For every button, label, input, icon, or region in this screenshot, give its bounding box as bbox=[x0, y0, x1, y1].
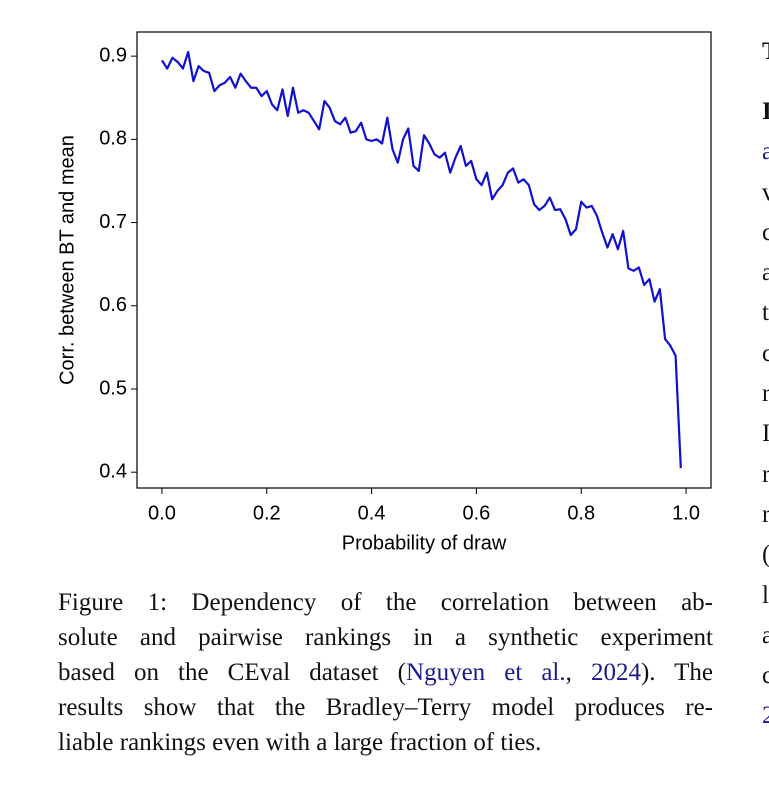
x-axis-label: Probability of draw bbox=[342, 532, 507, 554]
caption-line: solute and pairwise rankings in a synthe… bbox=[58, 624, 713, 651]
cut-off-text: r bbox=[762, 380, 769, 408]
cut-off-text: c bbox=[762, 218, 769, 246]
cut-off-text: t bbox=[762, 299, 769, 327]
cut-off-text: a bbox=[762, 138, 769, 166]
caption-line: Figure 1: Dependency of the correlation … bbox=[58, 589, 713, 616]
y-tick-label: 0.9 bbox=[99, 44, 127, 66]
caption-line: based on the CEval dataset (Nguyen et al… bbox=[58, 655, 713, 690]
cut-off-text: v bbox=[762, 178, 769, 206]
cut-off-text: I bbox=[762, 98, 769, 125]
x-tick-label: 0.6 bbox=[463, 502, 491, 524]
x-tick-label: 1.0 bbox=[672, 502, 700, 524]
cut-off-text: 2 bbox=[762, 702, 769, 730]
caption-text: ). The bbox=[640, 659, 714, 686]
x-tick-label: 0.4 bbox=[358, 502, 386, 524]
caption-line: liable rankings even with a large fracti… bbox=[58, 729, 542, 756]
cut-off-text: a bbox=[762, 621, 769, 649]
x-tick-label: 0.2 bbox=[253, 502, 281, 524]
cut-off-text: I bbox=[762, 420, 769, 448]
y-tick-label: 0.5 bbox=[99, 377, 127, 399]
citation-link: Nguyen et al. bbox=[406, 659, 566, 686]
y-tick-label: 0.7 bbox=[99, 211, 127, 233]
y-axis-label: Corr. between BT and mean bbox=[56, 135, 78, 385]
x-tick-label: 0.8 bbox=[567, 502, 595, 524]
y-tick-label: 0.8 bbox=[99, 128, 127, 150]
caption-line: results show that the Bradley–Terry mode… bbox=[58, 694, 713, 721]
cut-off-text: a bbox=[762, 259, 769, 287]
cut-off-text: r bbox=[762, 460, 769, 488]
cut-off-text: r bbox=[762, 500, 769, 528]
y-tick-label: 0.4 bbox=[99, 460, 127, 482]
caption-text: based on the CEval dataset ( bbox=[58, 659, 407, 686]
cut-off-text: c bbox=[762, 339, 769, 367]
cut-off-text: T bbox=[762, 36, 769, 96]
x-tick-label: 0.0 bbox=[148, 502, 176, 524]
y-tick-label: 0.6 bbox=[99, 294, 127, 316]
chart: Probability of draw Corr. between BT and… bbox=[56, 31, 712, 554]
cut-off-text: ( bbox=[762, 539, 769, 579]
caption: Figure 1: Dependency of the correlation … bbox=[58, 585, 713, 760]
plot-frame bbox=[136, 31, 712, 489]
data-line bbox=[161, 50, 682, 469]
citation-link: 2024 bbox=[590, 659, 641, 686]
cut-off-text: c bbox=[762, 662, 769, 690]
caption-text: , bbox=[565, 659, 591, 686]
cut-off-text: l bbox=[762, 581, 769, 609]
